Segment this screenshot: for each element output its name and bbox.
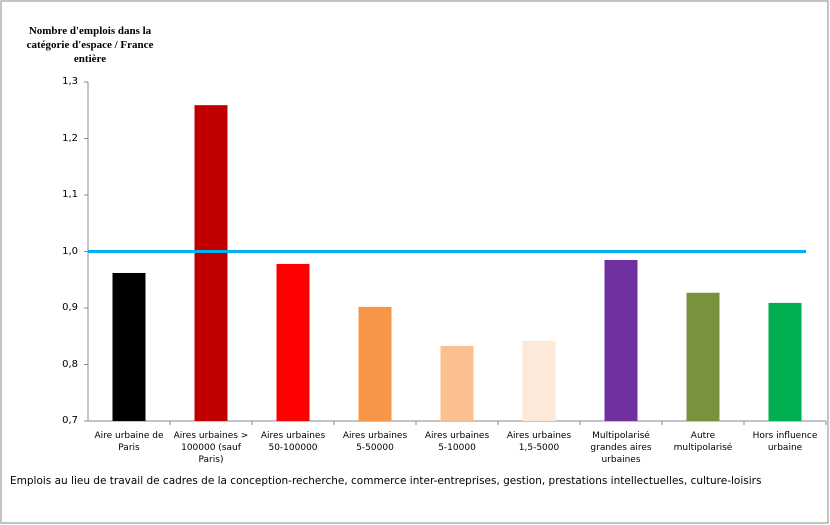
bar	[686, 292, 720, 421]
y-tick-label: 1,1	[62, 189, 78, 200]
bar	[112, 272, 146, 421]
y-tick-label: 0,9	[62, 302, 78, 313]
y-axis-title: Nombre d'emplois dans la catégorie d'esp…	[26, 25, 154, 65]
y-tick-label: 1,0	[62, 245, 78, 257]
bar	[276, 263, 310, 421]
x-tick-label: Aires urbaines 5-50000	[342, 431, 408, 453]
x-tick-label: Aire urbaine de Paris	[94, 431, 164, 453]
bar	[522, 340, 556, 421]
y-tick-label: 1,3	[62, 76, 78, 87]
x-tick-label: Autre multipolarisé	[673, 431, 733, 453]
x-tick-label: Aires urbaines 5-10000	[424, 431, 490, 453]
bar	[358, 306, 392, 421]
bar	[604, 259, 638, 421]
x-tick-label: Hors influence urbaine	[752, 431, 818, 453]
bar	[768, 302, 802, 421]
y-tick-label: 1,2	[62, 132, 78, 144]
x-tick-label: Multipolarisé grandes aires urbaines	[590, 431, 652, 465]
x-tick-label: Aires urbaines 50-100000	[260, 431, 326, 453]
y-tick-label: 0,8	[62, 358, 78, 370]
x-tick-label: Aires urbaines 1,5-5000	[506, 431, 572, 453]
x-tick-label: Aires urbaines > 100000 (sauf Paris)	[173, 431, 249, 465]
y-tick-label: 0,7	[62, 415, 78, 426]
footnote: Emplois au lieu de travail de cadres de …	[10, 475, 762, 487]
bar	[440, 345, 474, 421]
bar	[194, 105, 228, 421]
